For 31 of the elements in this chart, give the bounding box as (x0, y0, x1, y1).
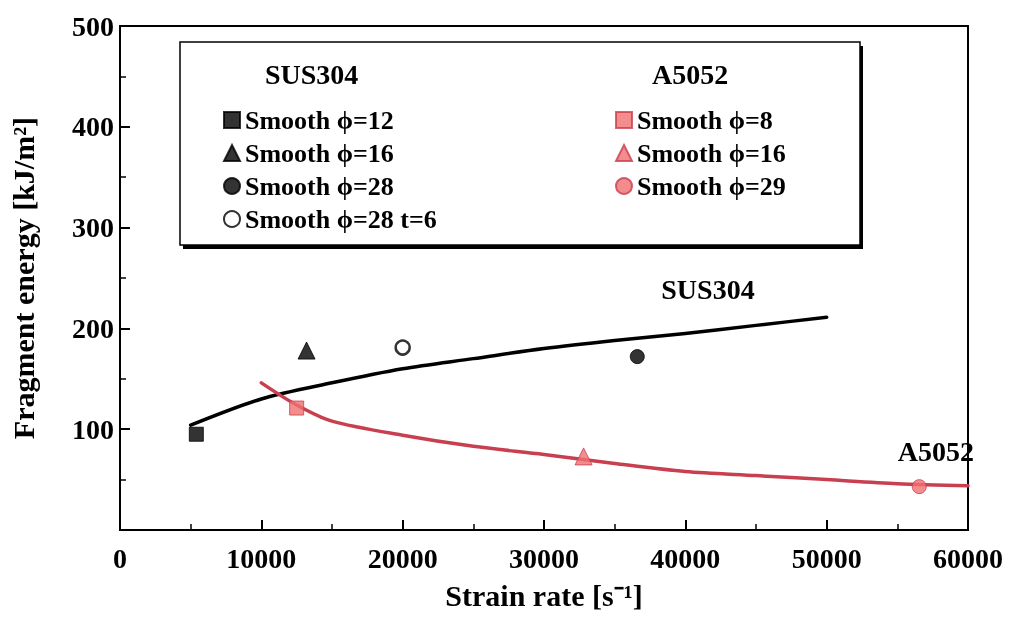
legend-label: Smooth ϕ=16 (245, 138, 394, 168)
legend-label: Smooth ϕ=12 (245, 105, 394, 135)
point (394, 339, 411, 356)
x-tick-label: 20000 (367, 542, 438, 574)
x-tick-label: 0 (113, 542, 127, 574)
legend-label: Smooth ϕ=28 t=6 (245, 204, 437, 234)
x-axis-title: Strain rate [s⁻¹] (445, 578, 643, 612)
point (289, 400, 305, 416)
x-tick-label: 60000 (933, 542, 1003, 574)
y-tick-label: 100 (72, 413, 114, 445)
point (188, 426, 204, 442)
y-tick-label: 400 (72, 111, 114, 143)
series-label: SUS304 (661, 273, 755, 305)
point (911, 479, 927, 495)
y-tick-label: 500 (72, 10, 114, 42)
legend-label: Smooth ϕ=29 (637, 171, 786, 201)
y-tick-label: 200 (72, 312, 114, 344)
legend-label: Smooth ϕ=28 (245, 171, 394, 201)
y-tick-label: 300 (72, 212, 114, 244)
annotation: A5052 (652, 58, 729, 90)
legend-label: Smooth ϕ=16 (637, 138, 786, 168)
point (297, 341, 316, 360)
x-tick-label: 10000 (226, 542, 297, 574)
point (629, 349, 645, 365)
x-tick-label: 50000 (791, 542, 862, 574)
x-tick-label: 40000 (650, 542, 721, 574)
y-axis-title: Fragment energy [kJ/m²] (6, 116, 40, 440)
annotation: SUS304 (265, 58, 359, 90)
x-tick-label: 30000 (509, 542, 579, 574)
legend-label: Smooth ϕ=8 (637, 105, 773, 135)
point (574, 447, 593, 466)
